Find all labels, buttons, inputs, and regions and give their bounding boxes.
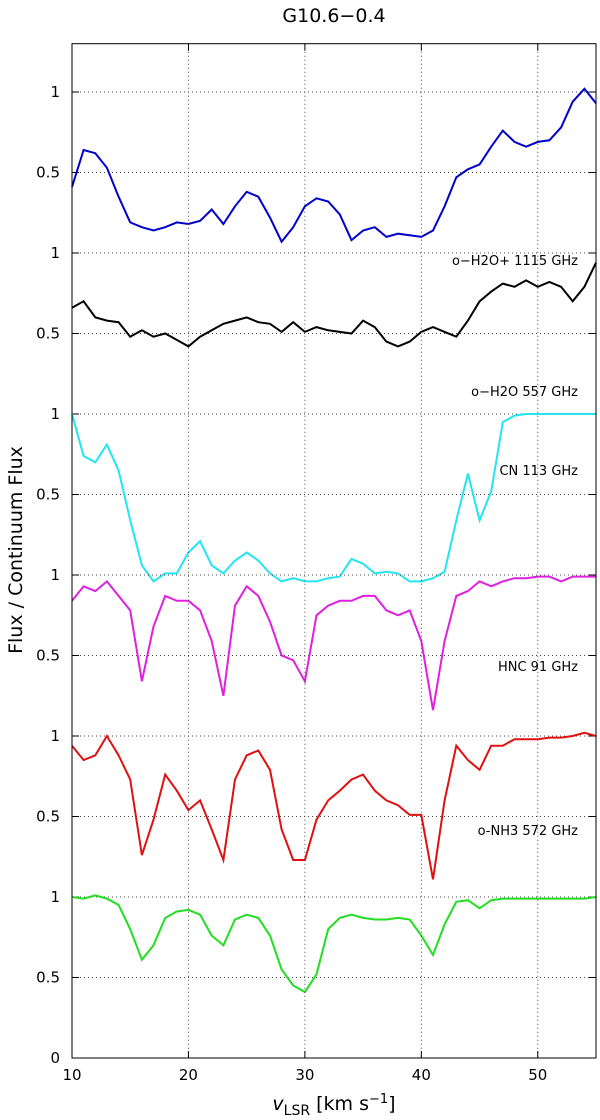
spectrum-line bbox=[71, 894, 597, 994]
y-axis-label: Flux / Continuum Flux bbox=[5, 446, 27, 654]
chart-title: G10.6−0.4 bbox=[282, 5, 385, 27]
spectrum-line bbox=[71, 731, 597, 880]
y-tick-label: 0.5 bbox=[36, 164, 60, 182]
y-tick-label: 0.5 bbox=[36, 325, 60, 343]
spectrum-line bbox=[71, 575, 596, 711]
x-axis-label-subscript: LSR bbox=[284, 1103, 311, 1119]
x-tick-label: 50 bbox=[528, 1066, 547, 1084]
y-tick-label: 1 bbox=[50, 244, 60, 262]
spectrum-line bbox=[71, 87, 597, 244]
spectrum-line bbox=[71, 262, 597, 348]
x-axis-label-close: ] bbox=[388, 1093, 395, 1115]
y-tick-label: 0.5 bbox=[36, 969, 60, 987]
y-tick-label: 0.5 bbox=[36, 486, 60, 504]
x-tick-label: 30 bbox=[295, 1066, 314, 1084]
y-tick-label: 0 bbox=[50, 1049, 60, 1067]
series-label: o-NH3 572 GHz bbox=[478, 824, 579, 839]
y-tick-label: 0.5 bbox=[36, 808, 60, 826]
y-tick-label: 1 bbox=[50, 405, 60, 423]
y-tick-label: 1 bbox=[50, 727, 60, 745]
y-tick-label: 1 bbox=[50, 888, 60, 906]
spectrum-line bbox=[71, 413, 596, 583]
series-label: o−H2O+ 1115 GHz bbox=[452, 254, 578, 269]
x-axis-label: vLSR [km s−1] bbox=[272, 1092, 395, 1119]
x-axis-label-unit: [km s bbox=[310, 1093, 369, 1115]
y-tick-label: 1 bbox=[50, 83, 60, 101]
series-label: o−H2O 557 GHz bbox=[471, 385, 578, 400]
x-tick-label: 40 bbox=[412, 1066, 431, 1084]
plot-frame bbox=[71, 43, 597, 1059]
series-label: HNC 91 GHz bbox=[498, 660, 578, 675]
x-tick-label: 20 bbox=[179, 1066, 198, 1084]
series-label: CN 113 GHz bbox=[499, 464, 578, 479]
x-axis-label-symbol: v bbox=[272, 1093, 284, 1115]
x-tick-label: 10 bbox=[62, 1066, 81, 1084]
y-tick-label: 0.5 bbox=[36, 647, 60, 665]
x-axis-label-exponent: −1 bbox=[369, 1092, 388, 1107]
y-tick-label: 1 bbox=[50, 566, 60, 584]
